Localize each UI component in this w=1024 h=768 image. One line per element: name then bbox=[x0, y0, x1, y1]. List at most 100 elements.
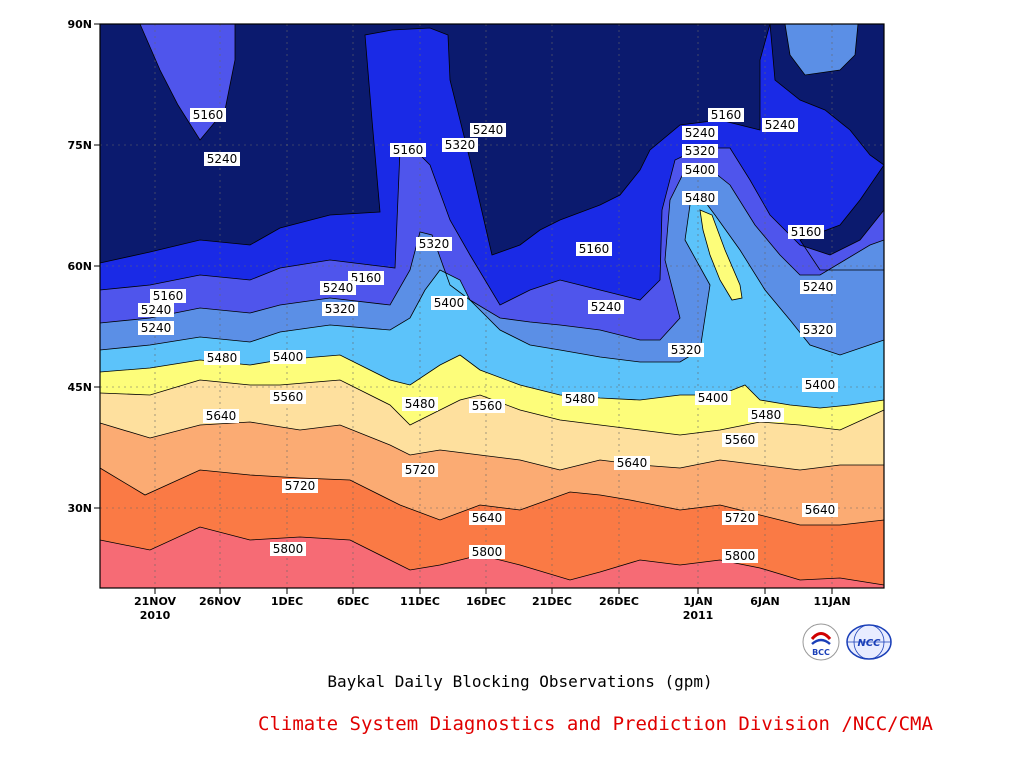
svg-text:5480: 5480 bbox=[207, 351, 238, 365]
svg-text:5240: 5240 bbox=[141, 321, 172, 335]
svg-text:5560: 5560 bbox=[472, 399, 503, 413]
contour-label: 5160 bbox=[150, 289, 186, 303]
y-tick-label: 30N bbox=[67, 502, 92, 515]
svg-text:5240: 5240 bbox=[323, 281, 354, 295]
contour-line bbox=[139, 23, 236, 141]
svg-text:5240: 5240 bbox=[141, 303, 172, 317]
x-tick-label: 26NOV bbox=[199, 595, 242, 608]
yellow-cutoff-patch bbox=[700, 210, 742, 300]
svg-text:5400: 5400 bbox=[273, 350, 304, 364]
contour-label: 5240 bbox=[204, 152, 240, 166]
contour-label: 5240 bbox=[800, 280, 836, 294]
svg-text:5720: 5720 bbox=[285, 479, 316, 493]
contour-label: 5400 bbox=[682, 163, 718, 177]
contour-label: 5560 bbox=[469, 399, 505, 413]
y-tick-label: 60N bbox=[67, 260, 92, 273]
svg-text:5480: 5480 bbox=[685, 191, 716, 205]
contour-label: 5800 bbox=[469, 545, 505, 559]
contour-line bbox=[699, 209, 743, 301]
x-tick-label: 21NOV bbox=[134, 595, 177, 608]
contour-line bbox=[99, 23, 771, 264]
bcc-logo: BCC bbox=[802, 623, 840, 661]
x-tick-label: 6DEC bbox=[337, 595, 369, 608]
blue-patch-top-right bbox=[785, 24, 858, 75]
svg-text:5160: 5160 bbox=[351, 271, 382, 285]
svg-text:5160: 5160 bbox=[393, 143, 424, 157]
svg-text:5240: 5240 bbox=[685, 126, 716, 140]
contour-label: 5480 bbox=[402, 397, 438, 411]
svg-text:5240: 5240 bbox=[803, 280, 834, 294]
contour-line bbox=[99, 421, 884, 471]
contour-label: 5160 bbox=[190, 108, 226, 122]
svg-text:5320: 5320 bbox=[685, 144, 716, 158]
contour-label: 5560 bbox=[722, 433, 758, 447]
contour-label: 5320 bbox=[800, 323, 836, 337]
svg-text:5640: 5640 bbox=[805, 503, 836, 517]
svg-text:5320: 5320 bbox=[445, 138, 476, 152]
svg-text:5560: 5560 bbox=[273, 390, 304, 404]
ncc-logo: NCC bbox=[846, 624, 892, 660]
y-tick-label: 75N bbox=[67, 139, 92, 152]
contour-label: 5320 bbox=[416, 237, 452, 251]
contour-label: 5800 bbox=[270, 542, 306, 556]
x-tick-label: 21DEC bbox=[532, 595, 572, 608]
contour-label: 5240 bbox=[588, 300, 624, 314]
contour-label: 5240 bbox=[138, 321, 174, 335]
contour-label: 5240 bbox=[470, 123, 506, 137]
contour-line bbox=[99, 144, 885, 306]
x-tick-year-label: 2011 bbox=[683, 609, 714, 622]
contour-label: 5160 bbox=[348, 271, 384, 285]
contour-label: 5720 bbox=[282, 479, 318, 493]
svg-text:5400: 5400 bbox=[685, 163, 716, 177]
svg-text:5480: 5480 bbox=[565, 392, 596, 406]
contour-label: 5160 bbox=[708, 108, 744, 122]
svg-text:5160: 5160 bbox=[791, 225, 822, 239]
contour-label: 5320 bbox=[668, 343, 704, 357]
contour-label: 5720 bbox=[722, 511, 758, 525]
svg-text:5320: 5320 bbox=[671, 343, 702, 357]
svg-text:5800: 5800 bbox=[725, 549, 756, 563]
contour-label: 5560 bbox=[270, 390, 306, 404]
svg-text:5800: 5800 bbox=[273, 542, 304, 556]
svg-text:5480: 5480 bbox=[405, 397, 436, 411]
contour-label: 5640 bbox=[614, 456, 650, 470]
x-tick-label: 11JAN bbox=[813, 595, 850, 608]
contour-label: 5320 bbox=[682, 144, 718, 158]
contour-label: 5480 bbox=[682, 191, 718, 205]
svg-text:5320: 5320 bbox=[419, 237, 450, 251]
contour-line bbox=[99, 526, 885, 586]
y-tick-label: 45N bbox=[67, 381, 92, 394]
contour-label: 5400 bbox=[802, 378, 838, 392]
contour-line bbox=[99, 467, 885, 526]
svg-text:5240: 5240 bbox=[765, 118, 796, 132]
contour-line bbox=[99, 164, 885, 341]
svg-text:5400: 5400 bbox=[805, 378, 836, 392]
chart-subtitle: Baykal Daily Blocking Observations (gpm) bbox=[327, 672, 713, 691]
svg-text:5720: 5720 bbox=[405, 463, 436, 477]
contour-labels: 5160524051605240516052405320516052405320… bbox=[138, 108, 838, 563]
svg-text:5560: 5560 bbox=[725, 433, 756, 447]
contour-label: 5160 bbox=[576, 242, 612, 256]
svg-text:BCC: BCC bbox=[812, 648, 830, 657]
x-tick-label: 16DEC bbox=[466, 595, 506, 608]
svg-text:5800: 5800 bbox=[472, 545, 503, 559]
x-tick-year-label: 2010 bbox=[140, 609, 171, 622]
contour-label: 5800 bbox=[722, 549, 758, 563]
svg-text:5640: 5640 bbox=[472, 511, 503, 525]
svg-text:5240: 5240 bbox=[473, 123, 504, 137]
contour-label: 5480 bbox=[204, 351, 240, 365]
contour-label: 5400 bbox=[431, 296, 467, 310]
x-tick-label: 1JAN bbox=[683, 595, 712, 608]
contour-line bbox=[99, 194, 885, 363]
contour-label: 5400 bbox=[270, 350, 306, 364]
contour-label: 5480 bbox=[748, 408, 784, 422]
svg-text:5160: 5160 bbox=[193, 108, 224, 122]
x-tick-label: 6JAN bbox=[750, 595, 779, 608]
contour-label: 5720 bbox=[402, 463, 438, 477]
contour-label: 5320 bbox=[442, 138, 478, 152]
y-axis: 90N 75N 60N 45N 30N bbox=[67, 18, 100, 515]
contour-label: 5640 bbox=[203, 409, 239, 423]
svg-text:5640: 5640 bbox=[617, 456, 648, 470]
